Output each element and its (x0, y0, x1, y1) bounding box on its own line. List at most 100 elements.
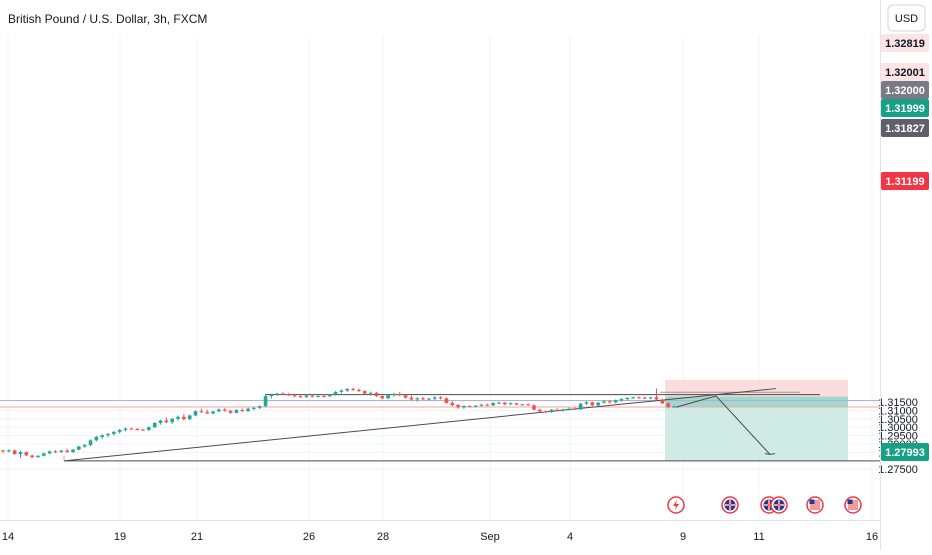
candle-body (561, 409, 565, 411)
candle-body (263, 396, 268, 407)
candle-body (456, 405, 460, 408)
candle-body (298, 396, 303, 398)
uk-flag-icon[interactable] (721, 496, 739, 514)
price-label: 1.31827 (885, 123, 925, 135)
chart-title: British Pound / U.S. Dollar, 3h, FXCM (8, 12, 207, 26)
candle-body (549, 409, 554, 413)
candle-body (240, 410, 245, 412)
candle-body (88, 440, 93, 446)
candle-body (432, 397, 437, 399)
candle-body (386, 395, 390, 399)
candle-body (590, 402, 595, 406)
lightning-event-icon[interactable] (667, 496, 685, 514)
candle-body (380, 396, 385, 399)
projection-arrow-head (764, 453, 776, 455)
candle-body (397, 393, 402, 396)
candle-body (310, 395, 315, 397)
candle-body (53, 451, 58, 453)
candle-body (170, 418, 175, 423)
currency-label: USD (895, 13, 918, 25)
candle-body (421, 398, 425, 400)
price-label: 1.31999 (885, 103, 925, 115)
candle-body (403, 395, 408, 398)
candle-body (42, 453, 46, 456)
candle-body (339, 390, 344, 392)
uk-flag-icon[interactable] (770, 496, 788, 514)
price-label-bg (881, 172, 929, 190)
price-label: 1.27993 (885, 447, 925, 459)
us-flag-icon[interactable] (806, 496, 824, 514)
candle-body (543, 411, 548, 413)
candle-body (252, 407, 256, 409)
candle-body (164, 420, 169, 423)
candle-body (129, 428, 134, 430)
candle-body (438, 397, 443, 399)
candle-body (444, 398, 449, 403)
candle-body (578, 403, 583, 410)
y-tick-label: 1.30000 (878, 422, 918, 434)
candle-body (596, 402, 600, 406)
candle-body (287, 393, 291, 396)
candle-body (135, 428, 140, 430)
candle-body (82, 445, 87, 447)
x-tick-label: 4 (567, 531, 573, 543)
candle-body (648, 397, 653, 399)
candle-body (427, 398, 431, 400)
candle-body (182, 416, 186, 420)
candle-body (292, 395, 297, 397)
price-label-bg (881, 443, 929, 461)
candle-body (526, 404, 530, 406)
candle-body (502, 402, 507, 405)
candle-body (672, 406, 676, 408)
candle-body (491, 403, 495, 406)
candle-body (497, 402, 501, 404)
x-tick-label: 11 (753, 531, 764, 543)
candle-body (357, 389, 361, 392)
candle-body (572, 408, 577, 410)
candle-body (567, 408, 571, 410)
candle-body (485, 404, 490, 406)
candles (1, 387, 676, 459)
candle-body (36, 455, 40, 458)
candle-body (217, 409, 221, 412)
candle-body (520, 404, 525, 406)
candle-body (65, 450, 69, 453)
candle-body (409, 397, 414, 400)
price-label-bg (881, 99, 929, 117)
candle-body (608, 401, 612, 403)
candle-body (47, 451, 52, 454)
price-label: 1.32000 (885, 85, 925, 97)
candle-body (176, 416, 180, 419)
candle-body (613, 400, 618, 403)
currency-button[interactable]: USD (887, 4, 926, 32)
candle-body (643, 397, 647, 399)
candle-body (246, 408, 250, 412)
candle-body (602, 401, 606, 403)
grid (0, 35, 880, 520)
candle-body (473, 405, 478, 407)
candle-body (257, 406, 262, 408)
projection-path (675, 395, 771, 455)
candle-body (392, 393, 396, 396)
candle-body (123, 428, 128, 430)
candle-body (584, 402, 589, 404)
candle-body (211, 411, 215, 414)
candle-body (625, 397, 630, 399)
event-markers[interactable] (667, 496, 862, 514)
us-flag-icon[interactable] (844, 496, 862, 514)
trend-line (63, 388, 777, 462)
candle-body (462, 406, 466, 408)
candle-body (281, 393, 285, 395)
candle-body (1, 450, 5, 452)
drawings[interactable] (0, 388, 880, 462)
candle-body (637, 397, 641, 399)
lightning-glyph (673, 500, 679, 510)
candle-body (269, 394, 274, 397)
candle-body (24, 452, 29, 456)
y-tick-label: 1.30500 (878, 414, 918, 426)
candle-body (77, 446, 81, 450)
candle-body (222, 409, 227, 411)
candle-body (479, 404, 484, 406)
